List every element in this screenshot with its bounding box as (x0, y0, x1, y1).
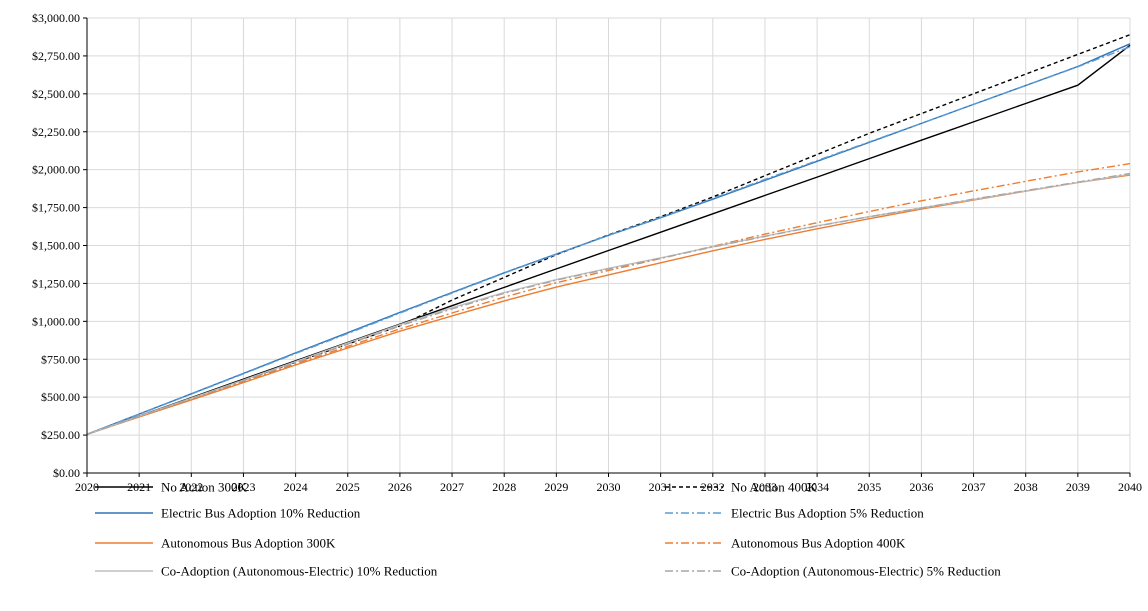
x-axis-tick-label: 2034 (805, 480, 829, 494)
y-axis-tick-label: $2,500.00 (32, 87, 80, 101)
x-axis-tick-label: 2022 (179, 480, 203, 494)
legend-label: Electric Bus Adoption 10% Reduction (161, 506, 361, 521)
series-line (86, 162, 1131, 435)
axes (83, 17, 1131, 477)
x-axis-tick-label: 2028 (492, 480, 516, 494)
series-line (86, 172, 1131, 435)
x-axis-tick-label: 2031 (649, 480, 673, 494)
x-axis-tick-label: 2040 (1118, 480, 1142, 494)
legend-label: No Action 300K (161, 480, 248, 495)
y-axis-tick-label: $2,750.00 (32, 49, 80, 63)
legend: No Action 300K No Action 400K Electric Bus… (95, 480, 1001, 579)
series-line (86, 43, 1131, 435)
legend-label: No Action 400K (731, 480, 818, 495)
x-axis-tick-label: 2025 (336, 480, 360, 494)
legend-label: Autonomous Bus Adoption 400K (731, 536, 906, 551)
y-axis-tick-label: $750.00 (41, 352, 80, 366)
x-axis-tick-label: 2035 (857, 480, 881, 494)
y-axis-tick-label: $250.00 (41, 428, 80, 442)
series-lines (86, 34, 1131, 435)
y-axis-tick-label: $2,000.00 (32, 163, 80, 177)
x-axis-tick-label: 2020 (75, 480, 99, 494)
x-axis-tick-label: 2036 (909, 480, 933, 494)
x-axis-tick-label: 2039 (1066, 480, 1090, 494)
x-axis-tick-label: 2037 (962, 480, 986, 494)
y-axis-tick-label: $3,000.00 (32, 11, 80, 25)
y-axis-tick-label: $2,250.00 (32, 125, 80, 139)
legend-label: Autonomous Bus Adoption 300K (161, 536, 336, 551)
y-axis-tick-label: $1,000.00 (32, 314, 80, 328)
x-axis-tick-label: 2024 (284, 480, 308, 494)
y-axis-tick-label: $0.00 (53, 466, 80, 480)
x-axis-tick-label: 2033 (753, 480, 777, 494)
x-axis-tick-label: 2030 (597, 480, 621, 494)
y-axis-tick-label: $1,750.00 (32, 201, 80, 215)
x-axis-tick-label: 2029 (544, 480, 568, 494)
x-axis-tick-label: 2032 (701, 480, 725, 494)
y-axis-tick-label: $1,250.00 (32, 276, 80, 290)
x-axis-tick-label: 2023 (231, 480, 255, 494)
legend-label: Co-Adoption (Autonomous-Electric) 10% Re… (161, 564, 438, 579)
y-axis-tick-label: $500.00 (41, 390, 80, 404)
x-axis-tick-label: 2026 (388, 480, 412, 494)
x-axis-tick-labels: 2020 2021 2022 2023 2024 2025 2026 2027 2028 2029… (75, 480, 1142, 494)
legend-label: Electric Bus Adoption 5% Reduction (731, 506, 924, 521)
series-line (86, 44, 1131, 435)
x-axis-tick-label: 2027 (440, 480, 464, 494)
legend-label: Co-Adoption (Autonomous-Electric) 5% Red… (731, 564, 1001, 579)
x-axis-tick-label: 2038 (1014, 480, 1038, 494)
y-axis-tick-labels: $0.00 $250.00 $500.00 $750.00 $1,000.00 $1,25… (32, 11, 80, 480)
y-axis-tick-label: $1,500.00 (32, 239, 80, 253)
grid-lines (87, 17, 1131, 473)
